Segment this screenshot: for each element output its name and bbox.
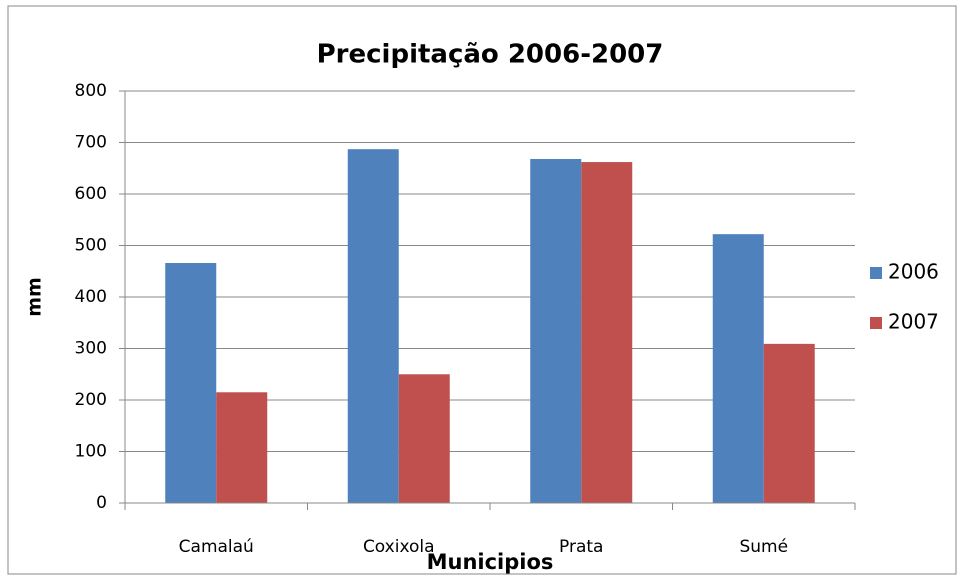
legend-label: 2006 [888,260,939,284]
bar [581,162,633,503]
y-tick-label: 300 [75,339,107,359]
bar [347,149,399,503]
x-tick-label: Sumé [739,537,788,557]
y-tick-label: 500 [75,236,107,256]
legend-swatch [870,317,882,329]
bar [216,392,268,503]
bar [530,158,582,504]
bar [712,234,764,504]
chart-title: Precipitação 2006-2007 [317,40,664,70]
bar [763,343,815,503]
x-tick-label: Prata [559,537,603,557]
x-tick-label: Coxixola [363,537,435,557]
y-tick-label: 200 [75,390,107,410]
y-tick-label: 100 [75,442,107,462]
y-tick-label: 800 [75,81,107,101]
y-tick-label: 700 [75,133,107,153]
bar [398,374,450,503]
legend-label: 2007 [888,310,939,334]
x-axis-label: Municipios [427,550,554,574]
legend-swatch [870,267,882,279]
y-tick-label: 0 [96,493,107,513]
x-tick-label: Camalaú [179,537,254,557]
y-tick-label: 400 [75,287,107,307]
bar [165,263,217,503]
y-tick-label: 600 [75,184,107,204]
y-axis-label: mm [24,277,46,317]
